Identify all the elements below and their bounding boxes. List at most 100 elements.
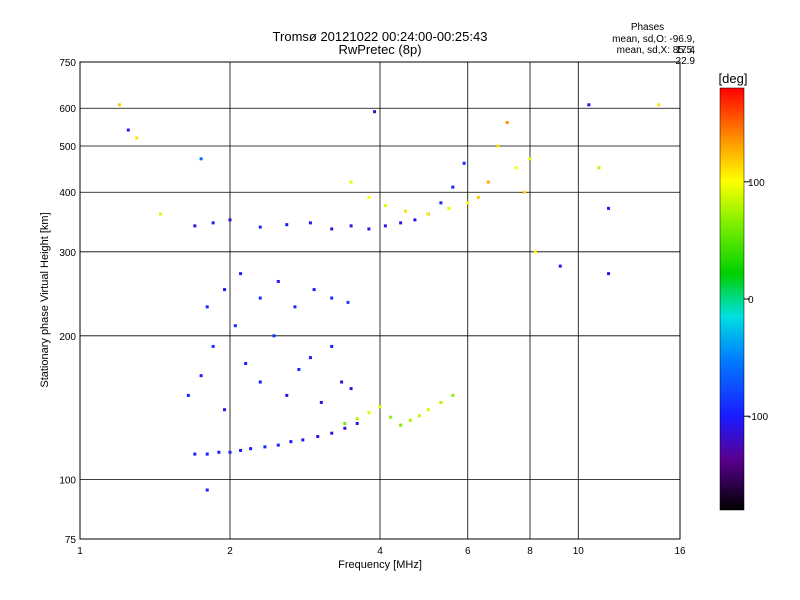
data-point [496, 144, 500, 148]
phases-x-stats: mean, sd,X: 85.5, 22.9 [616, 45, 695, 67]
x-tick-label: 8 [527, 546, 533, 557]
data-point [301, 438, 305, 442]
data-point [408, 418, 412, 422]
data-point [349, 180, 353, 184]
data-point [199, 157, 203, 161]
data-point [533, 250, 537, 254]
data-point [367, 411, 371, 415]
data-point [330, 227, 334, 231]
data-point [233, 324, 237, 328]
data-point [285, 223, 289, 227]
data-point [355, 417, 359, 421]
data-point [383, 204, 387, 208]
y-tick-label: 400 [59, 188, 76, 199]
data-point [223, 288, 227, 292]
data-point [389, 415, 393, 419]
data-point [239, 272, 243, 276]
data-point [276, 443, 280, 447]
data-point [228, 450, 232, 454]
data-point [205, 305, 209, 309]
data-point [193, 224, 197, 228]
x-tick-label: 1 [77, 546, 83, 557]
data-point [211, 344, 215, 348]
data-point [258, 380, 262, 384]
data-point [272, 334, 276, 338]
data-point [399, 221, 403, 225]
colorbar [719, 87, 745, 511]
data-point [462, 161, 466, 165]
data-point [199, 374, 203, 378]
data-point [383, 224, 387, 228]
data-point [316, 435, 320, 439]
y-tick-label: 300 [59, 248, 76, 259]
data-point [346, 300, 350, 304]
data-point [217, 450, 221, 454]
tick-labels: 1 2 4 6 8 10 16 75 100 200 300 400 500 600 750 [59, 58, 686, 557]
data-point [476, 195, 480, 199]
y-tick-label: 200 [59, 332, 76, 343]
data-point [403, 209, 407, 213]
data-point [439, 400, 443, 404]
y-axis-label: Stationary phase Virtual Height [km] [39, 212, 51, 387]
data-point [244, 361, 248, 365]
data-point [186, 393, 190, 397]
data-point [330, 344, 334, 348]
data-point [205, 488, 209, 492]
plot-frame [79, 61, 681, 540]
colorbar-tick-label: 100 [748, 178, 765, 189]
data-point [249, 447, 253, 451]
data-point [343, 426, 347, 430]
data-point [417, 414, 421, 418]
data-point [258, 296, 262, 300]
data-point [607, 272, 611, 276]
data-point [486, 180, 490, 184]
y-tick-label: 500 [59, 142, 76, 153]
data-point [451, 393, 455, 397]
grid-lines [79, 61, 681, 540]
data-point [135, 136, 139, 140]
data-point [349, 224, 353, 228]
data-point [523, 190, 527, 194]
data-points [117, 103, 661, 492]
data-point [597, 166, 601, 170]
phases-o-stats: mean, sd,O: -96.9, 17.4 [612, 34, 695, 56]
data-point [514, 166, 518, 170]
y-tick-label: 75 [65, 535, 77, 546]
colorbar-ticks: 100 0 -100 [744, 178, 768, 423]
data-point [223, 408, 227, 412]
chart-title: Tromsø 20121022 00:24:00-00:25:43 [272, 29, 488, 44]
y-tick-label: 100 [59, 475, 76, 486]
data-point [587, 103, 591, 107]
data-point [330, 431, 334, 435]
x-tick-label: 10 [573, 546, 585, 557]
data-point [239, 448, 243, 452]
data-point [285, 393, 289, 397]
data-point [447, 206, 451, 210]
colorbar-tick-label: -100 [748, 412, 768, 423]
data-point [439, 201, 443, 205]
data-point [607, 206, 611, 210]
data-point [297, 367, 301, 371]
data-point [319, 400, 323, 404]
y-tick-label: 750 [59, 58, 76, 69]
data-point [308, 356, 312, 360]
data-point [293, 305, 297, 309]
data-point [378, 405, 382, 409]
data-point [312, 288, 316, 292]
data-point [117, 103, 121, 107]
data-point [205, 452, 209, 456]
data-point [349, 387, 353, 391]
colorbar-tick-label: 0 [748, 295, 754, 306]
data-point [126, 128, 130, 132]
x-axis-label: Frequency [MHz] [338, 559, 422, 571]
data-point [276, 279, 280, 283]
data-point [367, 227, 371, 231]
data-point [466, 201, 470, 205]
data-point [158, 212, 162, 216]
data-point [263, 445, 267, 449]
data-point [228, 218, 232, 222]
x-tick-label: 16 [674, 546, 686, 557]
data-point [343, 421, 347, 425]
y-tick-label: 600 [59, 104, 76, 115]
